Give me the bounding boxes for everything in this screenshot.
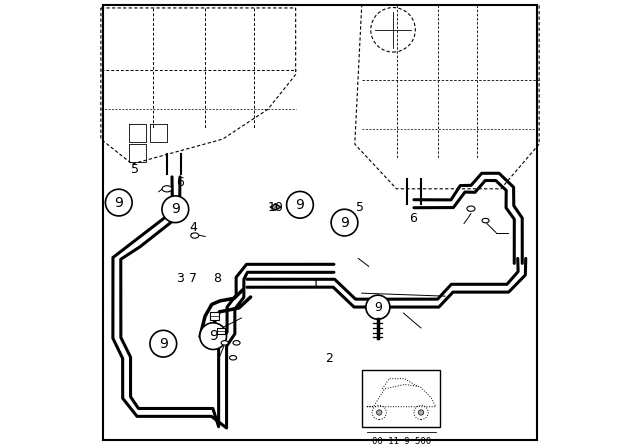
Circle shape: [419, 410, 424, 415]
Ellipse shape: [230, 356, 237, 360]
Bar: [217, 328, 225, 334]
Text: 6: 6: [410, 211, 417, 224]
Polygon shape: [270, 204, 281, 210]
Text: 5: 5: [356, 201, 364, 214]
Text: 9: 9: [171, 202, 180, 216]
Text: 7: 7: [189, 272, 197, 285]
Text: 8: 8: [214, 272, 221, 285]
Bar: [210, 312, 219, 319]
Text: 9: 9: [159, 337, 168, 351]
Ellipse shape: [233, 340, 240, 345]
Text: 6: 6: [176, 176, 184, 189]
Ellipse shape: [191, 233, 199, 238]
Ellipse shape: [162, 186, 172, 192]
Text: 9: 9: [296, 198, 305, 212]
Circle shape: [150, 330, 177, 357]
Text: 9: 9: [209, 329, 218, 343]
Text: 9: 9: [115, 196, 124, 210]
Text: 3: 3: [176, 272, 184, 285]
Text: 9: 9: [374, 301, 382, 314]
Circle shape: [200, 323, 227, 349]
Text: 1: 1: [312, 279, 319, 292]
Text: 4: 4: [189, 220, 197, 233]
Ellipse shape: [467, 206, 475, 211]
Text: 10: 10: [268, 201, 284, 214]
Text: 00 11 9 500: 00 11 9 500: [372, 437, 431, 446]
Ellipse shape: [221, 340, 228, 345]
Ellipse shape: [482, 218, 489, 223]
Text: 5: 5: [131, 163, 140, 176]
Circle shape: [106, 189, 132, 216]
Circle shape: [162, 196, 189, 223]
Circle shape: [366, 295, 390, 319]
Circle shape: [287, 191, 314, 218]
Circle shape: [331, 209, 358, 236]
Circle shape: [376, 410, 382, 415]
Text: 9: 9: [340, 215, 349, 230]
Bar: [362, 370, 440, 427]
Text: 2: 2: [325, 352, 333, 365]
